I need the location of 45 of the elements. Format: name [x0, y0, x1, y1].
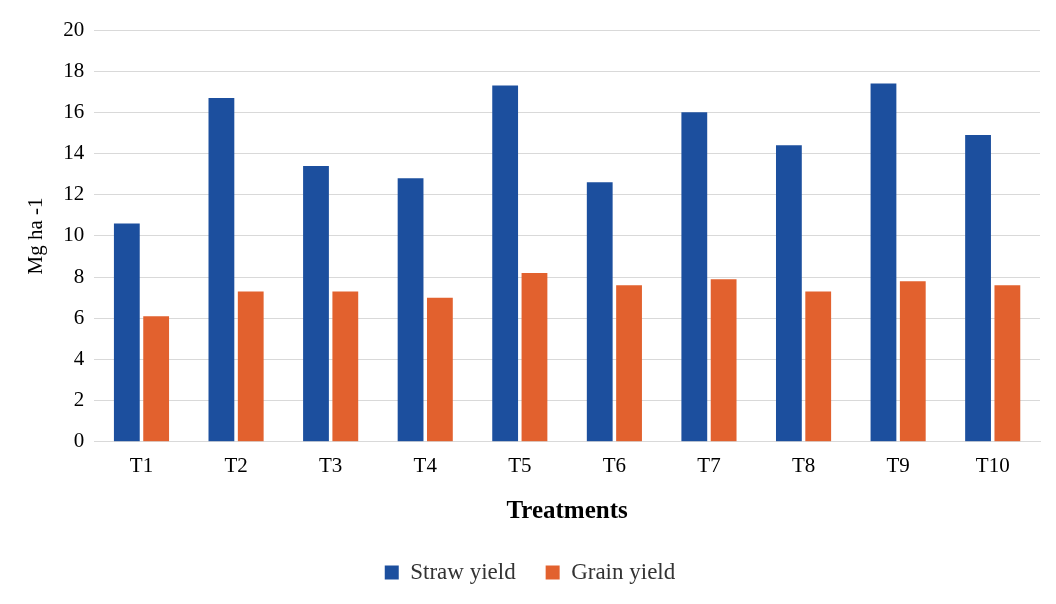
bar [616, 285, 642, 442]
y-tick-label: 4 [73, 345, 85, 370]
bar [899, 281, 926, 442]
y-tick-label: 20 [63, 16, 85, 41]
bar [965, 135, 991, 442]
x-tick-label: T4 [413, 452, 438, 477]
bar [113, 223, 140, 442]
y-tick-label: 12 [63, 181, 85, 206]
legend-label: Straw yield [410, 558, 517, 584]
bar [870, 83, 897, 442]
y-tick-label: 18 [63, 57, 85, 82]
x-axis-title: Treatments [506, 496, 628, 524]
bar [237, 291, 264, 442]
bar [775, 145, 802, 442]
y-tick-label: 8 [73, 263, 85, 288]
legend-label: Grain yield [571, 558, 676, 584]
bar [492, 85, 519, 442]
y-tick-label: 6 [73, 304, 85, 329]
x-tick-label: T3 [318, 452, 343, 477]
bar [710, 279, 737, 442]
bar [805, 291, 832, 442]
x-tick-label: T7 [697, 452, 721, 477]
bar [208, 97, 235, 442]
y-tick-label: 10 [63, 222, 85, 247]
y-axis-title: Mg ha -1 [23, 197, 48, 275]
y-tick-label: 0 [73, 428, 85, 453]
bar [426, 297, 453, 442]
x-tick-label: T1 [129, 452, 154, 477]
bar [521, 272, 548, 442]
bar [586, 182, 613, 442]
x-tick-label: T6 [602, 452, 627, 477]
x-tick-label: T9 [886, 452, 910, 477]
bar [994, 285, 1021, 442]
x-tick-label: T10 [975, 452, 1010, 477]
x-tick-label: T2 [224, 452, 248, 477]
bar [303, 165, 329, 442]
x-tick-label: T8 [791, 452, 816, 477]
x-tick-label: T5 [508, 452, 532, 477]
bar [397, 178, 424, 442]
bar [143, 316, 170, 442]
bar [681, 112, 708, 442]
y-tick-label: 14 [63, 140, 85, 165]
y-tick-label: 16 [63, 98, 85, 123]
bar [332, 291, 359, 442]
y-tick-label: 2 [73, 387, 85, 412]
